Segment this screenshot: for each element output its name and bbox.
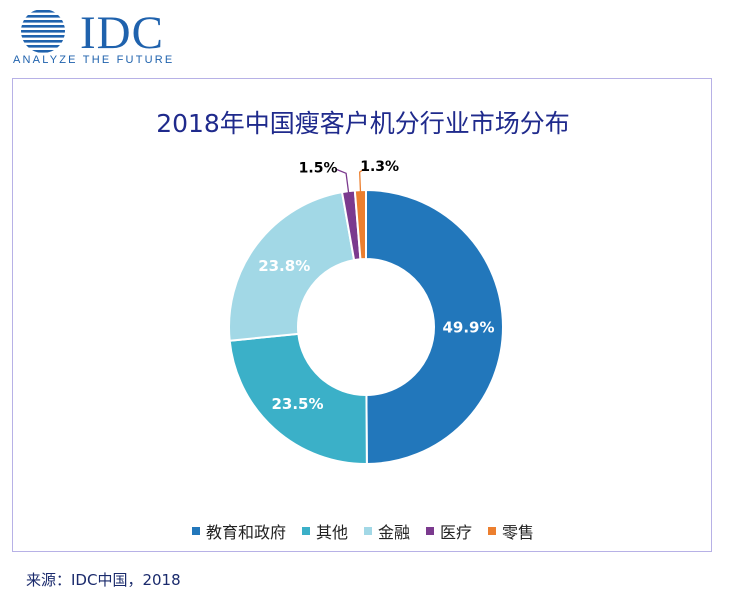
legend-label-4: 零售 (502, 523, 535, 542)
legend-label-0: 教育和政府 (205, 523, 286, 542)
source-note: 来源：IDC中国，2018 (26, 571, 181, 589)
data-label-1: 23.5% (271, 395, 323, 413)
data-label-0: 49.9% (442, 319, 494, 337)
data-label-2: 23.8% (258, 257, 310, 275)
chart-frame: 2018年中国瘦客户机分行业市场分布 49.9% 23.5% 23.8% 1.5% 1.… (12, 78, 712, 552)
legend-swatch-4 (488, 527, 497, 535)
idc-globe-icon (21, 10, 65, 53)
logo-wordmark: IDC (80, 7, 164, 59)
legend-label-2: 金融 (377, 523, 410, 542)
chart-legend: 教育和政府 其他 金融 医疗 零售 (13, 519, 713, 543)
legend-swatch-3 (426, 527, 434, 535)
donut-slice-0 (365, 188, 504, 466)
legend-label-3: 医疗 (440, 523, 473, 542)
legend-swatch-1 (301, 527, 310, 535)
legend-item-1: 其他 (301, 519, 348, 543)
legend-item-4: 零售 (488, 519, 534, 543)
legend-item-0: 教育和政府 (191, 519, 286, 543)
legend-item-2: 金融 (363, 519, 410, 543)
legend-item-3: 医疗 (426, 519, 472, 543)
legend-swatch-2 (363, 527, 372, 535)
leader-line-3 (335, 168, 350, 196)
logo-tagline: ANALYZE THE FUTURE (13, 54, 175, 66)
legend-label-1: 其他 (315, 523, 348, 542)
donut-slice-4 (353, 188, 367, 261)
leader-line-4 (359, 167, 367, 195)
donut-slice-2 (228, 190, 356, 342)
chart-title: 2018年中国瘦客户机分行业市场分布 (156, 109, 570, 138)
idc-logo: IDC ANALYZE THE FUTURE (12, 8, 187, 68)
legend-swatch-0 (191, 527, 200, 535)
data-label-4: 1.3% (360, 159, 399, 175)
data-label-3: 1.5% (299, 160, 338, 176)
donut-chart: 49.9% 23.5% 23.8% 1.5% 1.3% (228, 159, 504, 466)
donut-slice-1 (228, 332, 368, 465)
